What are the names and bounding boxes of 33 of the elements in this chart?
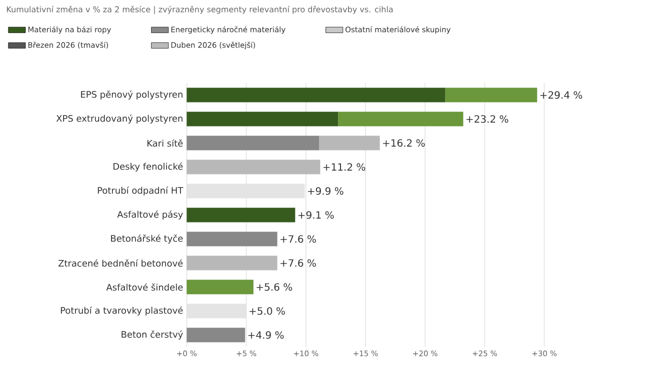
total-label: +4.9 % (248, 331, 284, 339)
y-tick-label: Beton čerstvý (122, 330, 183, 340)
y-tick-label: Betonářské tyče (111, 234, 183, 244)
bar (186, 112, 338, 126)
y-tick-label: Potrubí odpadní HT (98, 186, 184, 196)
total-label: +9.9 % (308, 187, 344, 195)
bar (338, 112, 464, 126)
total-label: +16.2 % (383, 139, 425, 147)
bar (186, 88, 446, 102)
total-label: +29.4 % (540, 91, 582, 99)
total-label: +7.6 % (280, 259, 316, 267)
total-label: +9.1 % (298, 211, 334, 219)
y-tick-label: XPS extrudovaný polystyren (56, 114, 182, 124)
bar (186, 136, 320, 150)
y-tick-label: Kari sítě (147, 139, 183, 147)
bar (445, 88, 538, 102)
total-label: +7.6 % (280, 235, 316, 243)
bar (186, 208, 296, 222)
total-label: +5.0 % (250, 307, 285, 315)
total-label: +5.6 % (256, 283, 292, 291)
y-tick-label: EPS pěnový polystyren (81, 90, 182, 100)
bar (186, 328, 246, 342)
y-tick-label: Ztracené bednění betonové (58, 259, 183, 267)
bar (186, 232, 278, 246)
total-label: +11.2 % (323, 163, 366, 171)
y-tick-label: Asfaltové šindele (106, 283, 183, 291)
y-tick-label: Asfaltové pásy (117, 210, 183, 220)
y-tick-label: Potrubí a tvarovky plastové (60, 306, 183, 316)
total-label: +23.2 % (466, 115, 508, 123)
bar (186, 160, 320, 174)
chart-title: Kumulativní změna v % za 2 měsíce | zvýrazněny segmenty relevantní pro dřevostavby vs. cihla (6, 6, 393, 14)
bar (186, 256, 278, 270)
y-tick-label: Desky fenolické (114, 162, 183, 172)
